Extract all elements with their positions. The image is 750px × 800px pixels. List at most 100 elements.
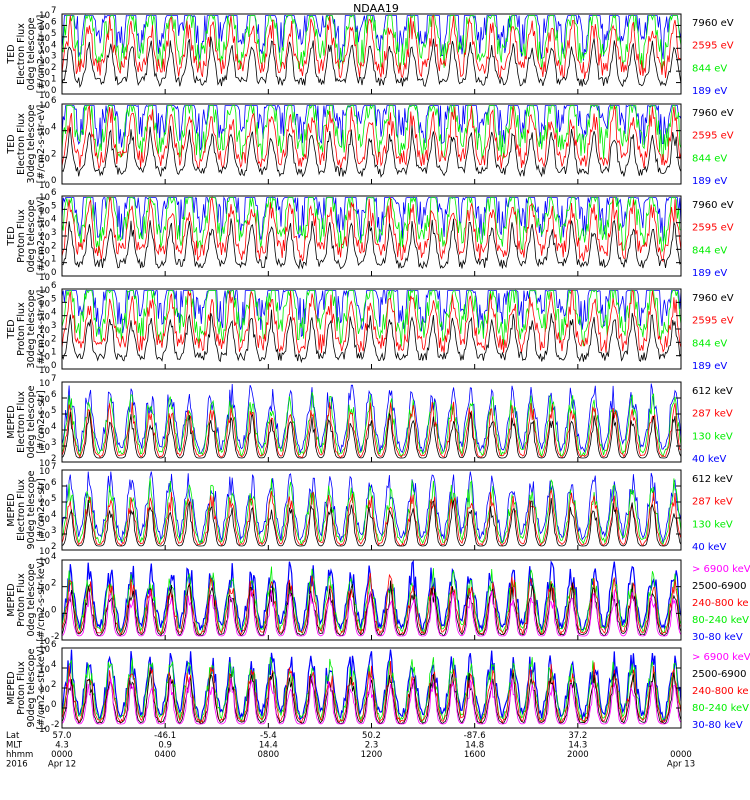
y-tick-label: 10: [39, 531, 50, 541]
series-line-612-kev: [62, 411, 681, 459]
y-axis-label-line: [#/cm2-s-str-eV]: [36, 197, 47, 276]
x-axis-row-label: Lat: [6, 731, 20, 741]
y-tick-exponent: 6: [51, 390, 56, 400]
legend-entry: 2595 eV: [692, 41, 734, 52]
series-line-287-kev: [62, 401, 681, 459]
y-tick-exponent: -2: [51, 720, 59, 730]
y-axis-label-line: Electron Flux: [16, 479, 27, 541]
legend-entry: 612 keV: [692, 386, 733, 397]
x-tick-label: 2000: [567, 750, 589, 760]
y-axis-label-line: 0deg telescope: [26, 17, 37, 90]
y-tick-exponent: 4: [51, 422, 56, 432]
legend-entry: 189 eV: [692, 361, 727, 372]
y-tick-label: 10: [39, 366, 50, 376]
x-tick-label: 0000: [51, 750, 73, 760]
series-line-2595-ev: [62, 14, 681, 79]
y-tick-exponent: 1: [51, 255, 56, 265]
y-tick-exponent: 2: [51, 454, 56, 464]
x-tick-label: 0400: [154, 750, 176, 760]
legend-entry: 240-800 ke: [692, 598, 749, 609]
y-axis-label-line: 90deg telescope: [26, 470, 37, 549]
x-tick-label: 1200: [361, 750, 383, 760]
legend-entry: 287 keV: [692, 409, 733, 420]
y-axis-label: TED Electron Flux 0deg telescope [#/cm2-s-s…: [6, 15, 47, 94]
x-axis-row-label: MLT: [6, 741, 23, 751]
series-line-40-kev: [62, 383, 681, 455]
y-tick-exponent: 3: [51, 438, 56, 448]
legend-entry: 2595 eV: [692, 131, 734, 142]
y-tick-exponent: 4: [51, 510, 56, 520]
y-tick-label: 10: [39, 34, 50, 44]
y-axis-label-line: [#/cm2-s-str-eV]: [36, 290, 47, 369]
plot-area: [62, 104, 681, 178]
x-tick-label: -5.4: [260, 731, 277, 741]
y-tick-label: 10: [39, 68, 50, 78]
legend-entry: 612 keV: [692, 474, 733, 485]
legend-entry: 189 eV: [692, 176, 727, 187]
series-line--6900-kev: [62, 589, 681, 637]
y-tick-exponent: 2: [51, 63, 56, 73]
legend-entry: 189 eV: [692, 268, 727, 279]
x-tick-label: 0800: [258, 750, 280, 760]
series-line-612-kev: [62, 498, 681, 547]
y-tick-label: 10: [39, 193, 50, 203]
y-axis-label: TED Proton Flux 30deg telescope [#/cm2-s-st…: [6, 289, 47, 368]
x-tick-label: 14.8: [465, 741, 484, 751]
y-tick-exponent: 2: [51, 680, 56, 690]
y-tick-exponent: 4: [51, 308, 56, 318]
legend-entry: 7960 eV: [692, 200, 734, 211]
x-tick-label: 0.9: [158, 741, 172, 751]
y-tick-exponent: 4: [51, 215, 56, 225]
y-tick-label: 10: [39, 91, 50, 101]
y-tick-label: 10: [39, 395, 50, 405]
y-tick-label: 10: [39, 286, 50, 296]
y-tick-exponent: 5: [51, 294, 56, 304]
y-tick-exponent: 1: [51, 75, 56, 85]
x-axis-row-label: hhmm: [6, 750, 33, 760]
series-line-240-800-ke: [62, 660, 681, 725]
y-tick-exponent: 6: [51, 478, 56, 488]
chart-title: NDAA19: [353, 2, 399, 15]
plot-area: [62, 196, 681, 270]
y-tick-exponent: 2: [51, 241, 56, 251]
x-tick-label: -46.1: [154, 731, 176, 741]
y-tick-exponent: 7: [51, 6, 56, 16]
y-tick-label: 10: [39, 665, 50, 675]
y-axis-label-line: 30deg telescope: [26, 104, 37, 183]
legend-entry: 2500-6900: [692, 669, 747, 680]
series-line-844-ev: [62, 289, 681, 347]
legend-entry: 7960 eV: [692, 293, 734, 304]
y-tick-label: 10: [39, 353, 50, 363]
y-tick-exponent: 5: [51, 406, 56, 416]
y-tick-label: 10: [39, 313, 50, 323]
series-line-40-kev: [62, 471, 681, 544]
x-tick-label: 37.2: [568, 731, 587, 741]
legend-entry: 2500-6900: [692, 581, 747, 592]
series-line-80-240-kev: [62, 657, 681, 724]
y-axis-label-line: TED: [6, 134, 17, 154]
series-line-2500-6900: [62, 670, 681, 725]
y-tick-exponent: 3: [51, 526, 56, 536]
y-tick-label: 10: [39, 299, 50, 309]
legend-entry: 7960 eV: [692, 108, 734, 119]
y-tick-label: 10: [39, 557, 50, 567]
x-tick-label: Apr 12: [48, 760, 76, 770]
y-axis-label-line: MEPED: [6, 493, 17, 526]
x-tick-label: 0000: [670, 750, 692, 760]
series-line-2595-ev: [62, 196, 681, 263]
legend: 7960 eV 2595 eV 844 eV 189 eV: [692, 18, 734, 97]
y-axis-label-line: MEPED: [6, 405, 17, 438]
y-tick-label: 10: [39, 154, 50, 164]
y-tick-label: 10: [39, 128, 50, 138]
y-axis-label: MEPED Electron Flux 90deg telescope [#/cm2-…: [6, 470, 47, 549]
y-tick-label: 10: [39, 233, 50, 243]
plot-area: [62, 560, 681, 637]
